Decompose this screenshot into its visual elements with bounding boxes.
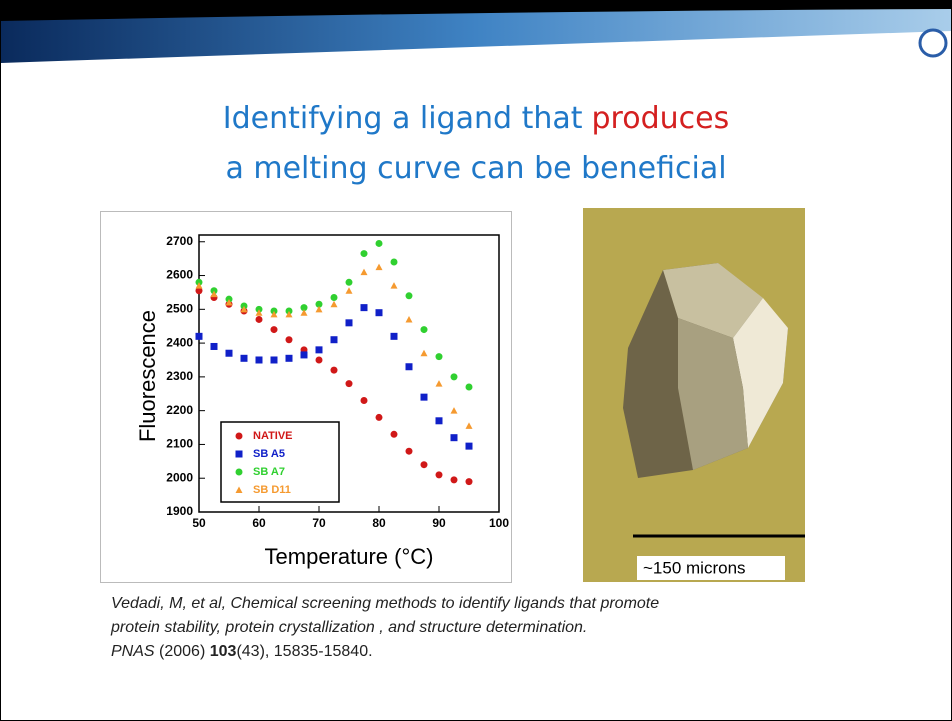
data-point <box>421 350 428 357</box>
data-point <box>211 343 218 350</box>
data-point <box>391 333 398 340</box>
data-point <box>436 353 443 360</box>
data-point <box>316 356 323 363</box>
legend-label: SB D11 <box>253 484 291 496</box>
data-point <box>406 316 413 323</box>
slide: Identifying a ligand that produces a melt… <box>0 0 952 721</box>
data-point <box>451 434 458 441</box>
y-tick-label: 2300 <box>166 369 193 383</box>
data-point <box>436 471 443 478</box>
data-point <box>196 333 203 340</box>
data-point <box>331 301 338 308</box>
data-point <box>271 326 278 333</box>
data-point <box>286 336 293 343</box>
data-point <box>451 407 458 414</box>
pages: (43), 15835-15840. <box>236 643 372 660</box>
photo-caption: ~150 microns <box>643 558 746 577</box>
data-point <box>331 336 338 343</box>
data-point <box>346 319 353 326</box>
data-point <box>286 355 293 362</box>
data-point <box>421 461 428 468</box>
data-point <box>406 448 413 455</box>
year: (2006) <box>159 643 205 660</box>
y-tick-label: 2500 <box>166 301 193 315</box>
data-point <box>241 355 248 362</box>
data-point <box>361 250 368 257</box>
citation-line: Vedadi, M, et al, Chemical screening met… <box>111 595 659 613</box>
data-point <box>271 356 278 363</box>
x-tick-label: 70 <box>312 516 326 530</box>
x-tick-label: 50 <box>192 516 206 530</box>
y-tick-label: 2700 <box>166 234 193 248</box>
data-point <box>421 326 428 333</box>
data-point <box>376 414 383 421</box>
title-line-2: a melting curve can be beneficial <box>1 151 951 186</box>
data-point <box>331 294 338 301</box>
data-point <box>466 478 473 485</box>
data-point <box>436 417 443 424</box>
citation-line: PNAS (2006) 103(43), 15835-15840. <box>111 643 373 661</box>
data-point <box>376 240 383 247</box>
data-point <box>406 292 413 299</box>
data-point <box>346 380 353 387</box>
data-point <box>421 394 428 401</box>
crystal-photo: ~150 microns <box>583 208 805 582</box>
chart: Fluorescence Temperature (°C) 1900 2000 21… <box>100 211 512 583</box>
data-point <box>361 397 368 404</box>
data-point <box>361 269 368 276</box>
data-point <box>436 380 443 387</box>
data-point <box>391 259 398 266</box>
y-tick-label: 1900 <box>166 504 193 518</box>
x-tick-label: 100 <box>489 516 509 530</box>
title-text: Identifying a ligand that <box>223 101 583 136</box>
data-point <box>346 279 353 286</box>
legend-label: NATIVE <box>253 430 293 442</box>
title-highlight: produces <box>592 101 730 136</box>
data-point <box>391 282 398 289</box>
data-point <box>451 476 458 483</box>
data-point <box>256 356 263 363</box>
data-point <box>346 287 353 294</box>
x-tick-label: 60 <box>252 516 266 530</box>
x-axis-label: Temperature (°C) <box>265 544 434 569</box>
y-axis-label: Fluorescence <box>135 310 160 442</box>
data-point <box>301 351 308 358</box>
data-point <box>451 373 458 380</box>
y-tick-label: 2100 <box>166 437 193 451</box>
title-line-1: Identifying a ligand that produces <box>1 101 951 136</box>
legend-marker <box>236 469 243 476</box>
y-tick-label: 2400 <box>166 335 193 349</box>
data-point <box>331 367 338 374</box>
legend-label: SB A5 <box>253 448 285 460</box>
y-tick-label: 2600 <box>166 268 193 282</box>
journal: PNAS <box>111 643 155 660</box>
x-tick-label: 80 <box>372 516 386 530</box>
data-point <box>256 316 263 323</box>
data-point <box>391 431 398 438</box>
data-point <box>466 443 473 450</box>
banner <box>1 1 951 71</box>
data-point <box>376 309 383 316</box>
legend-label: SB A7 <box>253 466 285 478</box>
data-point <box>466 422 473 429</box>
y-tick-label: 2200 <box>166 403 193 417</box>
data-point <box>316 346 323 353</box>
legend-marker <box>236 451 243 458</box>
citation-line: protein stability, protein crystallizati… <box>111 619 587 637</box>
data-point <box>226 350 233 357</box>
data-point <box>361 304 368 311</box>
data-point <box>316 306 323 313</box>
data-point <box>301 309 308 316</box>
data-point <box>466 384 473 391</box>
data-point <box>406 363 413 370</box>
volume: 103 <box>210 643 237 660</box>
x-tick-label: 90 <box>432 516 446 530</box>
y-tick-label: 2000 <box>166 470 193 484</box>
legend-marker <box>236 433 243 440</box>
data-point <box>376 264 383 271</box>
